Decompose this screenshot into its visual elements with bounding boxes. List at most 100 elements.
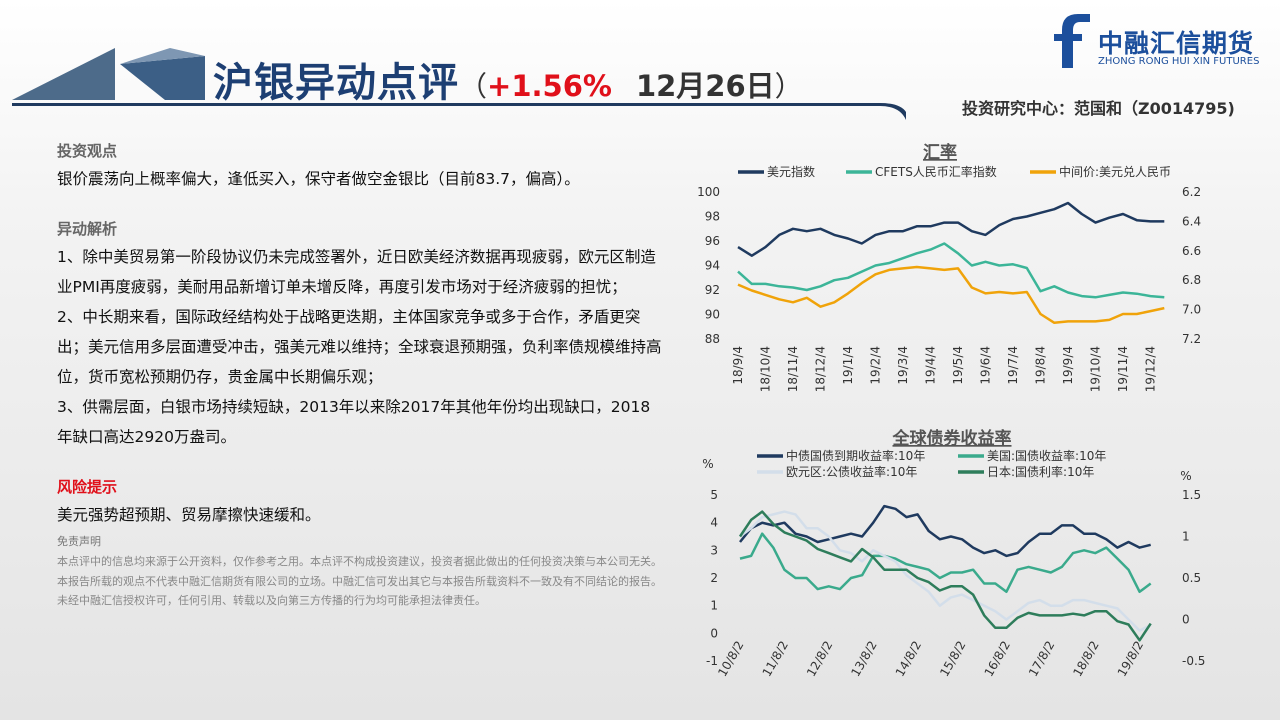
y2-tick-label: 7.2: [1182, 332, 1201, 346]
x-tick-label: 18/8/2: [1070, 639, 1101, 679]
y-tick-label: 3: [710, 543, 718, 557]
series-line: [739, 532, 1152, 594]
series-line: [738, 510, 1152, 642]
y-tick-label: 100: [697, 185, 720, 199]
x-tick-label: 15/8/2: [937, 639, 968, 679]
logo-pinyin: ZHONG RONG HUI XIN FUTURES: [1098, 56, 1260, 67]
x-tick-label: 12/8/2: [804, 639, 835, 679]
series-line: [737, 265, 1165, 325]
x-tick-label: 18/12/4: [814, 346, 828, 392]
x-tick-label: 19/6/4: [979, 346, 993, 385]
paragraph: 银价震荡向上概率偏大，逢低买入，保守者做空金银比（目前83.7，偏高）。: [57, 170, 580, 188]
x-tick-label: 19/10/4: [1089, 346, 1103, 392]
y-tick-label: 96: [705, 234, 720, 248]
y2-tick-label: 6.4: [1182, 214, 1201, 228]
x-tick-label: 18/11/4: [786, 346, 800, 392]
y2-tick-label: 0.5: [1182, 571, 1201, 585]
series-line: [737, 242, 1165, 299]
y-tick-label: -1: [706, 654, 718, 668]
disclaimer-heading: 免责声明: [57, 535, 101, 548]
title-block: 沪银异动点评 （ +1.56% 12月26日 ）: [213, 50, 803, 108]
series-line: [737, 201, 1165, 257]
legend-label: 中债国债到期收益率:10年: [786, 448, 925, 463]
section: 异动解析 1、除中美贸易第一阶段协议仍未完成签署外，近日欧美经济数据再现疲弱，欧元…: [57, 216, 665, 452]
y-tick-label: 4: [710, 516, 718, 530]
y-tick-label: 1: [710, 599, 718, 613]
series-line: [739, 504, 1152, 558]
x-tick-label: 19/1/4: [841, 346, 855, 385]
logo-mark: [1062, 14, 1090, 30]
paragraph: 3、供需层面，白银市场持续短缺，2013年以来除2017年其他年份均出现缺口，2…: [57, 398, 651, 446]
disclaimer-text: 本点评中的信息均来源于公开资料，仅作参考之用。本点评不构成投资建议，投资者据此做…: [57, 555, 662, 607]
logo-mark: [1062, 30, 1073, 68]
x-tick-label: 19/8/2: [1115, 639, 1146, 679]
x-tick-label: 19/7/4: [1006, 346, 1020, 385]
legend-label: 美国:国债收益率:10年: [987, 448, 1106, 463]
y-tick-label: 2: [710, 571, 718, 585]
commentary: 投资观点银价震荡向上概率偏大，逢低买入，保守者做空金银比（目前83.7，偏高）。…: [57, 138, 665, 611]
section-heading: 投资观点: [57, 142, 118, 160]
x-tick-label: 19/8/4: [1034, 346, 1048, 385]
y2-tick-label: 7.0: [1182, 303, 1201, 317]
y-tick-label: 5: [710, 488, 718, 502]
bracket: （: [459, 70, 488, 103]
legend-label: 日本:国债利率:10年: [987, 464, 1094, 479]
x-tick-label: 19/3/4: [896, 346, 910, 385]
header-triangle: [12, 48, 115, 100]
change: +1.56%: [487, 69, 612, 103]
x-tick-label: 19/12/4: [1144, 346, 1158, 392]
x-tick-label: 18/10/4: [759, 346, 773, 392]
x-tick-label: 16/8/2: [982, 639, 1013, 679]
y2-tick-label: 6.6: [1182, 244, 1201, 258]
y2-tick-label: -0.5: [1182, 654, 1205, 668]
x-tick-label: 19/9/4: [1061, 346, 1075, 385]
section-heading: 风险提示: [57, 478, 118, 496]
legend-label: 美元指数: [767, 164, 815, 179]
chart-title: 汇率: [923, 142, 957, 163]
bracket: ）: [774, 70, 803, 103]
sections: 投资观点银价震荡向上概率偏大，逢低买入，保守者做空金银比（目前83.7，偏高）。…: [57, 138, 665, 530]
chart-title: 全球债券收益率: [892, 428, 1012, 449]
x-tick-label: 10/8/2: [715, 639, 746, 679]
y-tick-label: 94: [705, 259, 720, 273]
title: 沪银异动点评: [213, 60, 459, 106]
x-tick-label: 19/2/4: [869, 346, 883, 385]
y2-tick-label: 1: [1182, 530, 1190, 544]
axis-unit: %: [702, 457, 713, 471]
legend-label: CFETS人民币汇率指数: [875, 164, 997, 179]
y-tick-label: 0: [710, 626, 718, 640]
legend-label: 欧元区:公债收益率:10年: [786, 464, 917, 479]
y-tick-label: 98: [705, 210, 720, 224]
logo-mark: [1054, 34, 1082, 41]
author: 投资研究中心：范国和（Z0014795): [962, 99, 1235, 118]
disclaimer: 免责声明 本点评中的信息均来源于公开资料，仅作参考之用。本点评不构成投资建议，投…: [57, 532, 665, 611]
header-triangle: [120, 48, 205, 64]
x-tick-label: 19/11/4: [1116, 346, 1130, 392]
x-tick-label: 14/8/2: [893, 639, 924, 679]
x-tick-label: 13/8/2: [848, 639, 879, 679]
x-tick-label: 17/8/2: [1026, 639, 1057, 679]
header-rule: [12, 103, 906, 120]
paragraph: 美元强势超预期、贸易摩擦快速缓和。: [57, 506, 321, 524]
y-tick-label: 88: [705, 332, 720, 346]
paragraph: 2、中长期来看，国际政经结构处于战略更迭期，主体国家竞争或多于合作，矛盾更突出；…: [57, 308, 662, 386]
y-tick-label: 90: [705, 308, 720, 322]
y2-tick-label: 6.8: [1182, 273, 1201, 287]
series-line: [739, 510, 1152, 632]
x-tick-label: 19/4/4: [924, 346, 938, 385]
legend-label: 中间价:美元兑人民币: [1059, 164, 1171, 179]
section: 风险提示美元强势超预期、贸易摩擦快速缓和。: [57, 474, 665, 530]
logo-name: 中融汇信期货: [1098, 29, 1255, 58]
section: 投资观点银价震荡向上概率偏大，逢低买入，保守者做空金银比（目前83.7，偏高）。: [57, 138, 665, 194]
y2-tick-label: 1.5: [1182, 488, 1201, 502]
x-tick-label: 18/9/4: [731, 346, 745, 385]
header-triangle: [120, 56, 205, 100]
paragraph: 1、除中美贸易第一阶段协议仍未完成签署外，近日欧美经济数据再现疲弱，欧元区制造业…: [57, 248, 656, 296]
y2-tick-label: 6.2: [1182, 185, 1201, 199]
axis-unit: %: [1180, 469, 1191, 483]
section-heading: 异动解析: [57, 220, 118, 238]
x-tick-label: 19/5/4: [951, 346, 965, 385]
